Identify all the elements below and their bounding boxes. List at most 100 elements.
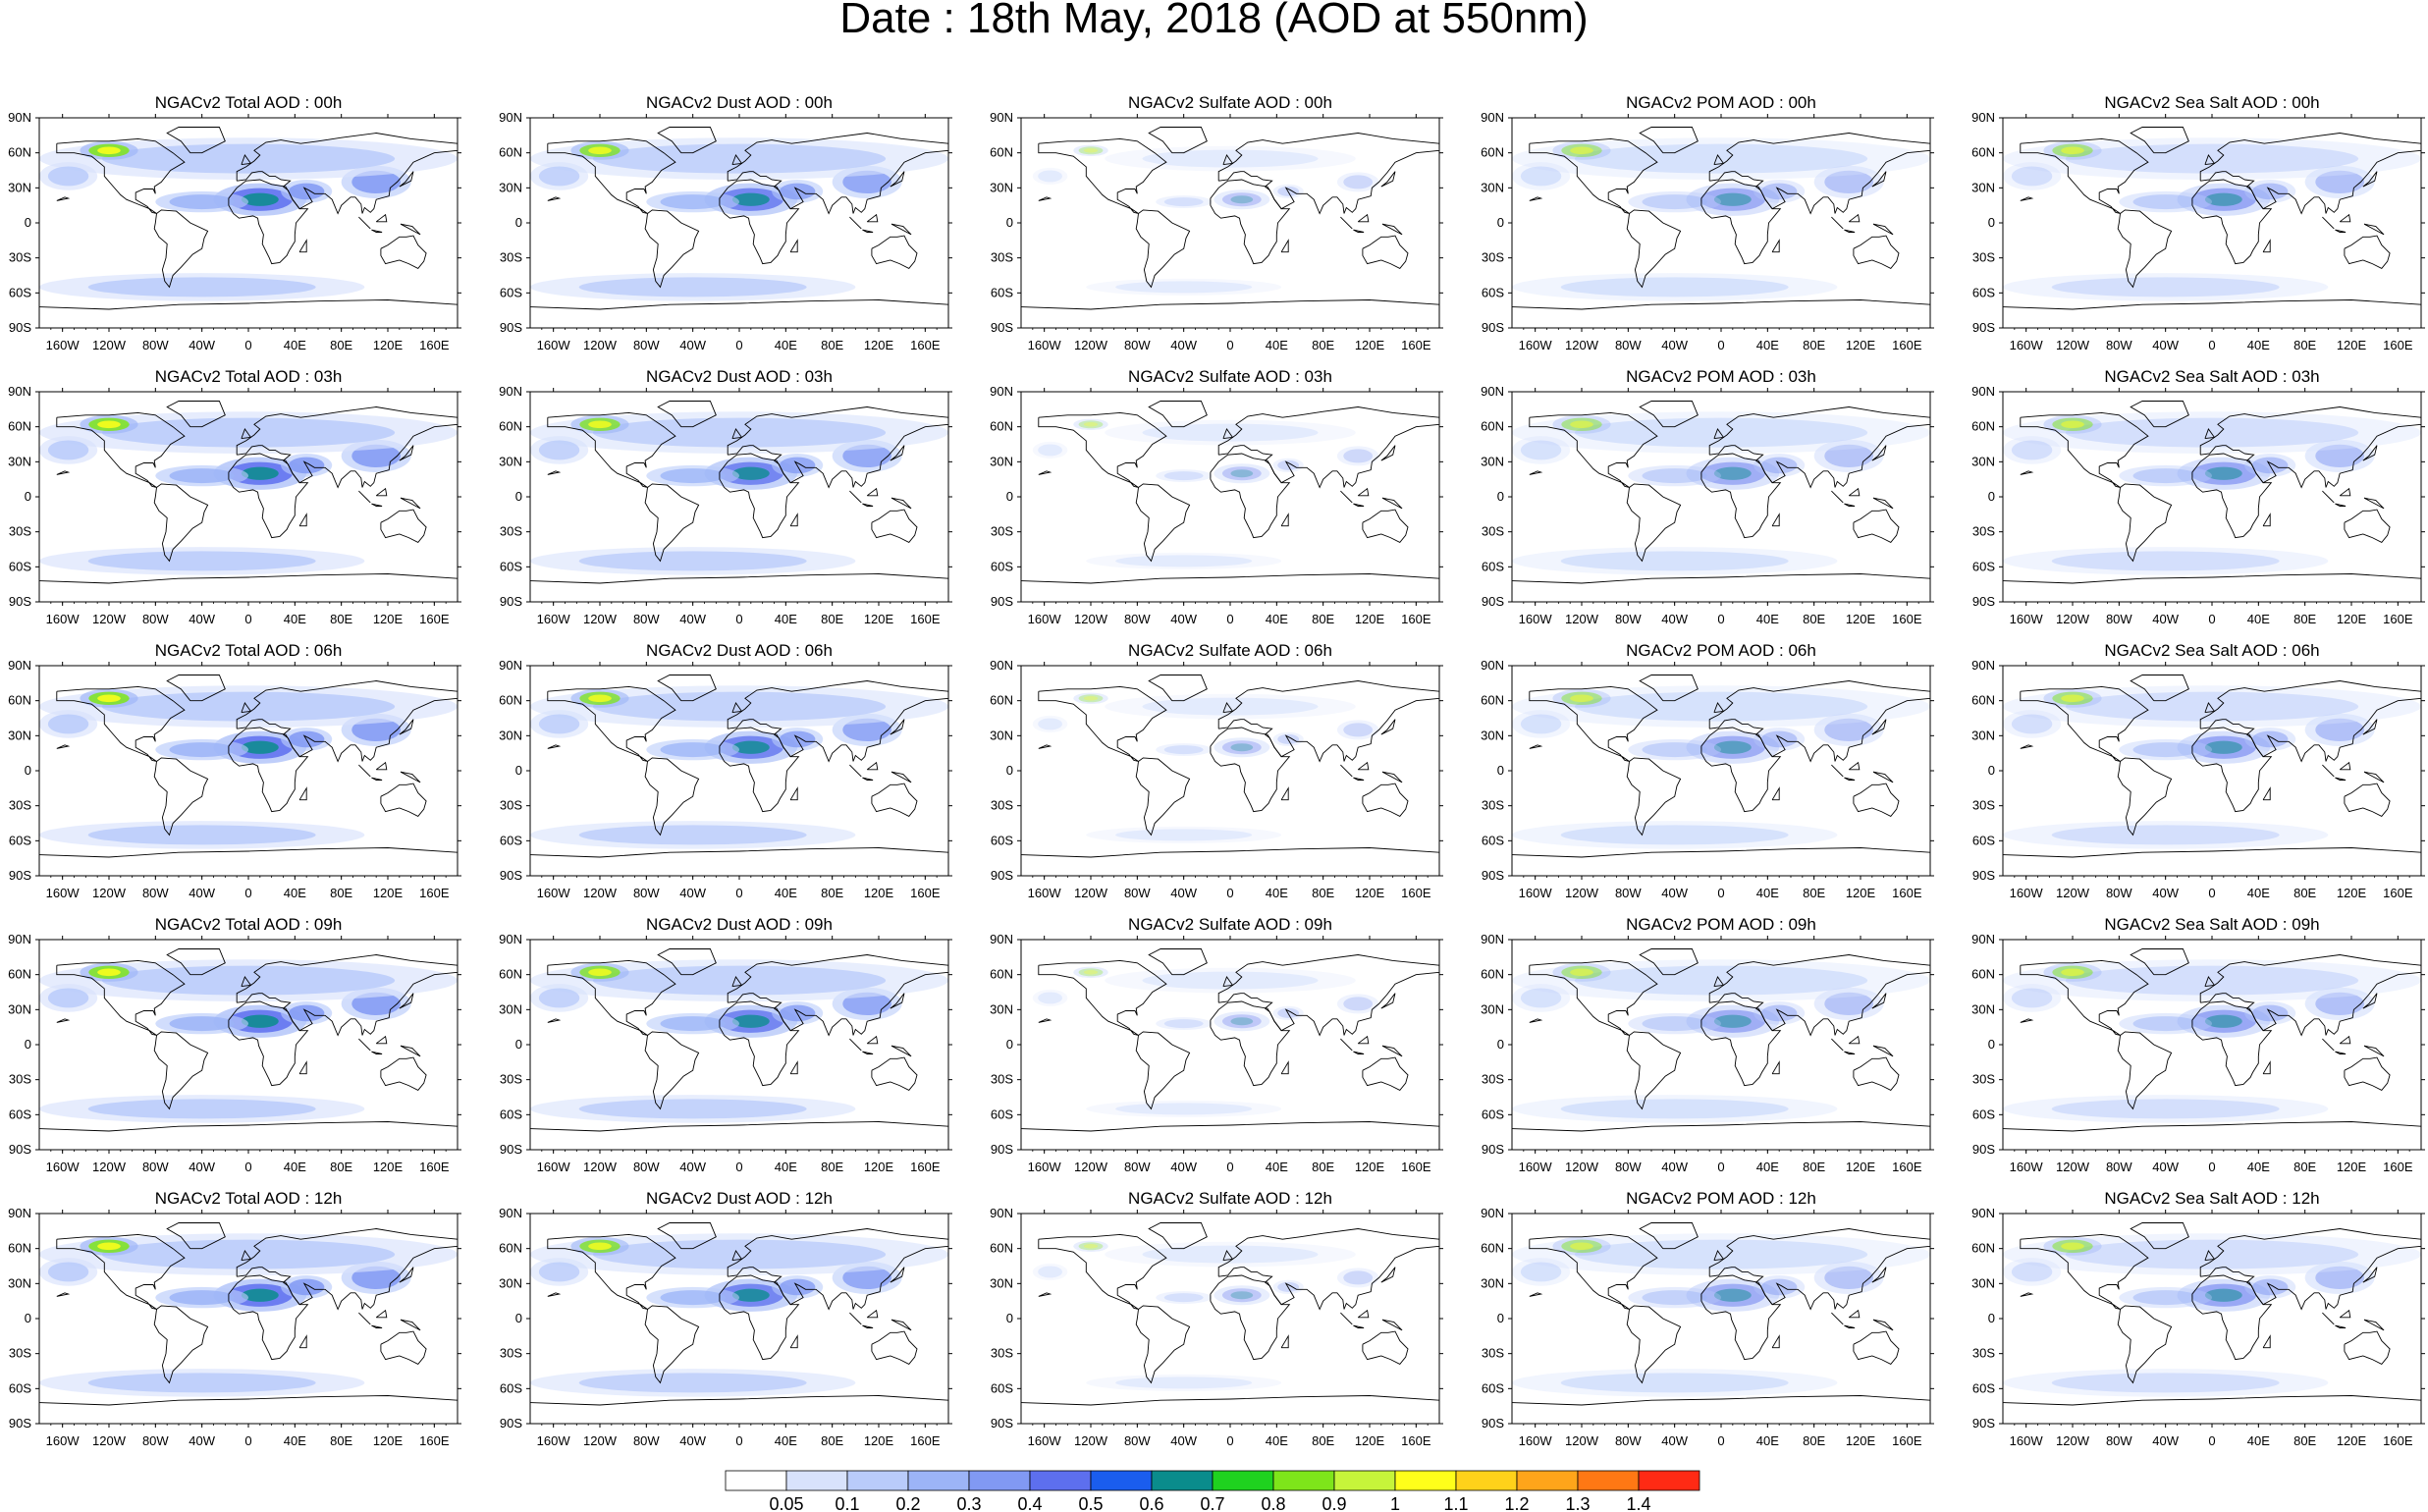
coastline (644, 209, 700, 289)
lon-tick-label: 160W (46, 886, 81, 900)
coastline (1222, 702, 1234, 714)
map-panel: 90N 60N 30N 0 30S 60S 90S 160W 120W 80W 40W 0 40E 80E… (8, 93, 461, 352)
asia-plume (1824, 170, 1874, 194)
lat-tick-label: 30N (8, 728, 31, 742)
lon-tick-label: 0 (2208, 612, 2215, 626)
lon-tick-label: 0 (735, 1160, 742, 1174)
coastline (399, 993, 414, 1009)
lon-tick-label: 120W (1074, 886, 1108, 900)
coastline (890, 171, 905, 188)
coastline (375, 487, 388, 497)
lon-tick-label: 80W (142, 612, 169, 626)
southern-ocean-band (2051, 551, 2280, 571)
southern-ocean-band (578, 825, 807, 845)
coastline (375, 1035, 388, 1045)
coastline (1771, 239, 1780, 253)
coastline (1021, 573, 1439, 584)
atlantic-transport (1628, 464, 1721, 487)
coastline (789, 786, 798, 801)
coastline (1210, 727, 1291, 813)
asia-plume (1336, 446, 1379, 466)
coastline (547, 685, 676, 762)
northern-band (1142, 697, 1319, 716)
lat-tick-label: 60S (991, 1107, 1013, 1121)
northern-band (1105, 967, 1356, 994)
lat-tick-label: 0 (515, 489, 522, 504)
axis-ticks: 90N 60N 30N 0 30S 60S 90S 160W 120W 80W 40W 0 40E 80E… (990, 110, 1443, 352)
dust-saharan-plume (241, 1014, 279, 1028)
lon-tick-label: 0 (1717, 886, 1724, 900)
canada-fire-smoke (1083, 696, 1099, 701)
panel-title: NGACv2 POM AOD : 06h (1626, 641, 1816, 660)
canada-fire-smoke (1570, 694, 1593, 703)
coastline (380, 235, 427, 269)
axis-ticks: 90N 60N 30N 0 30S 60S 90S 160W 120W 80W 40W 0 40E 80E… (990, 384, 1443, 626)
map-panel: 90N 60N 30N 0 30S 60S 90S 160W 120W 80W 40W 0 40E 80E… (990, 93, 1443, 352)
lon-tick-label: 120E (373, 612, 404, 626)
atlantic-transport (2132, 742, 2198, 758)
coastline (1038, 959, 1167, 1036)
coastline (56, 685, 186, 762)
coastlines (1021, 401, 1439, 584)
northern-band (101, 691, 396, 722)
northern-band (1574, 143, 1868, 174)
lon-tick-label: 120E (864, 886, 894, 900)
dust-saharan-plume (1700, 188, 1765, 211)
coastline (241, 154, 252, 166)
coastline (862, 503, 874, 507)
coastline (56, 744, 71, 749)
lat-tick-label: 60S (500, 285, 522, 299)
lat-tick-label: 30S (9, 250, 31, 265)
lon-tick-label: 0 (244, 1160, 251, 1174)
coastline (153, 757, 209, 837)
lon-tick-label: 120E (373, 886, 404, 900)
coastline (1713, 428, 1725, 440)
lat-tick-label: 30S (1972, 798, 1995, 813)
lat-tick-label: 30S (1482, 524, 1504, 539)
panel-title: NGACv2 Sea Salt AOD : 06h (2104, 641, 2319, 660)
map-background (1021, 666, 1439, 876)
lat-tick-label: 0 (25, 763, 31, 778)
lon-tick-label: 120E (2337, 338, 2367, 352)
colorbar-box (907, 1470, 970, 1491)
lat-tick-label: 90N (8, 658, 31, 673)
dust-saharan-plume (731, 466, 770, 480)
lat-tick-label: 60S (1482, 285, 1504, 299)
lon-tick-label: 0 (735, 338, 742, 352)
coastline (358, 216, 371, 230)
colorbar-box (1638, 1470, 1700, 1491)
coastline (890, 993, 905, 1009)
dust-saharan-plume (1221, 1014, 1262, 1029)
canada-fire-smoke (1083, 970, 1099, 975)
coastline (862, 229, 874, 233)
lat-tick-label: 90S (991, 594, 1013, 609)
lon-tick-label: 120W (583, 886, 618, 900)
aod-shading (2003, 685, 2421, 849)
lat-tick-label: 90N (1971, 658, 1995, 673)
lon-tick-label: 80W (1124, 886, 1151, 900)
dust-saharan-plume (1230, 1017, 1254, 1026)
atlantic-transport (660, 742, 726, 758)
lat-tick-label: 60N (1971, 145, 1995, 160)
coastline (1708, 406, 1930, 489)
coastline (890, 445, 905, 461)
coastline (866, 761, 879, 771)
canada-fire-smoke (97, 146, 121, 155)
lon-tick-label: 0 (1226, 886, 1233, 900)
lat-tick-label: 30S (991, 250, 1013, 265)
atlantic-transport (1642, 742, 1707, 758)
lon-tick-label: 80W (1615, 338, 1642, 352)
coastline (2339, 761, 2351, 771)
lat-tick-label: 30N (1481, 728, 1504, 742)
coastline (2322, 490, 2335, 504)
panel-title: NGACv2 Sulfate AOD : 03h (1128, 367, 1332, 386)
lat-tick-label: 30S (1972, 524, 1995, 539)
coastline (1038, 137, 1167, 214)
atlantic-transport (1156, 1017, 1213, 1031)
pacific-northeast (1032, 989, 1068, 1007)
colorbar-box (1090, 1470, 1153, 1491)
lat-tick-label: 30N (499, 1001, 522, 1016)
panel-title: NGACv2 Total AOD : 00h (155, 93, 343, 112)
lon-tick-label: 0 (1226, 338, 1233, 352)
